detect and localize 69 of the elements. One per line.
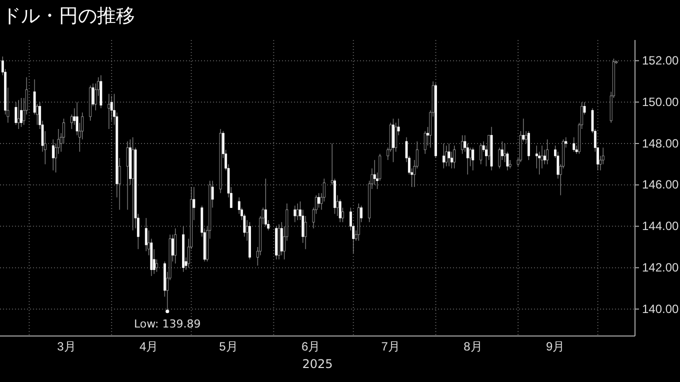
candlestick [342,207,344,222]
candlestick [211,180,214,208]
candlestick [442,143,445,169]
candlestick [572,136,576,152]
candlestick [296,203,299,220]
candlestick [543,149,546,164]
candlestick [174,228,177,264]
candlestick [522,118,525,142]
candlestick [469,147,472,167]
candlestick [338,199,342,222]
x-axis-title: 2025 [302,357,333,371]
x-tick-label: 9月 [546,340,565,354]
candlestick [524,130,528,144]
x-tick-label: 7月 [381,340,400,354]
candlestick [485,145,488,167]
y-tick-label: 150.00 [642,94,680,109]
y-tick-label: 146.00 [642,178,680,192]
x-tick-label: 3月 [57,340,76,354]
candlestick [480,143,482,164]
x-tick-label: 8月 [464,340,482,354]
chart-title: ドル・円の推移 [2,5,135,27]
candlestick [392,118,394,162]
candlestick [172,234,174,262]
x-tick-label: 5月 [219,340,238,354]
candlestick [318,192,320,208]
candlestick [92,83,94,107]
candlestick [17,100,20,130]
candlestick [14,102,18,126]
candlestick [144,218,148,252]
y-tick-label: 148.00 [642,136,680,150]
candlestick [126,141,129,210]
candlestick [52,139,54,171]
candlestick [294,205,296,222]
candlestick [280,222,283,256]
candlestick [264,178,267,227]
x-tick-label: 6月 [302,340,320,354]
candlestick [192,186,196,220]
candlestick [472,147,474,171]
candlestick [528,130,530,160]
candlestick [546,139,549,164]
y-tick-label: 140.00 [642,302,680,316]
candlestick [500,141,504,160]
candlestick [504,143,506,162]
candlestick [100,74,102,109]
annotation: Low: 139.89 [134,317,201,330]
candlestick [330,143,334,186]
candlestick [118,158,121,210]
candlestick [445,145,448,167]
candlestick [20,98,22,128]
x-tick-label: 4月 [139,340,158,354]
candlestick [360,205,363,222]
candlestick [156,259,158,272]
candlestick [397,118,400,136]
candlestick [461,134,464,154]
y-tick-label: 142.00 [642,260,680,275]
candlestick [448,143,450,167]
y-tick-label: 152.00 [642,54,680,68]
candlestick [373,160,376,186]
candlestick [564,136,568,148]
candlestick [108,94,110,130]
candlestick [453,145,456,169]
candlestick [424,130,426,154]
candlestick [246,220,248,242]
candlestick [426,126,429,146]
candlestick [394,122,398,152]
candlestick [336,194,339,216]
candlestick [583,102,586,115]
y-tick-label: 144.00 [642,219,680,234]
candlestick [304,216,307,250]
